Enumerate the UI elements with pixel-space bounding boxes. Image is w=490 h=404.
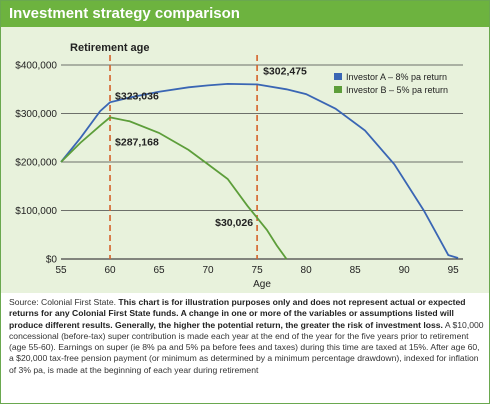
chart-caption: Source: Colonial First State. This chart… xyxy=(9,297,485,376)
y-tick-label: $400,000 xyxy=(15,61,57,72)
data-annotation: $30,026 xyxy=(215,217,253,229)
x-tick-label: 60 xyxy=(104,265,116,276)
x-tick-label: 65 xyxy=(153,265,165,276)
chart-title: Investment strategy comparison xyxy=(1,1,489,27)
x-tick-label: 95 xyxy=(448,265,460,276)
x-tick-label: 55 xyxy=(55,265,67,276)
x-tick-label: 80 xyxy=(301,265,313,276)
legend-label: Investor A – 8% pa return xyxy=(346,72,447,82)
y-tick-label: $300,000 xyxy=(15,109,57,120)
series-line-investor-b xyxy=(60,116,288,260)
series-line-investor-a xyxy=(60,82,459,259)
y-tick-label: $100,000 xyxy=(15,206,57,217)
caption-source: Source: Colonial First State. xyxy=(9,297,119,307)
chart-panel: $0 $100,000 $200,000 $300,000 $400,000 55 60 65… xyxy=(1,27,489,293)
data-annotation: $287,168 xyxy=(115,136,159,148)
y-tick-label: $200,000 xyxy=(15,158,57,169)
legend-swatch xyxy=(334,86,342,93)
legend-swatch xyxy=(334,73,342,80)
data-annotation: $323,036 xyxy=(115,90,159,102)
retirement-age-label: Retirement age xyxy=(70,42,149,54)
x-tick-label: 90 xyxy=(399,265,411,276)
x-axis-label: Age xyxy=(253,279,271,290)
caption-details: A $10,000 concessional (before-tax) supe… xyxy=(9,319,484,375)
x-tick-label: 70 xyxy=(203,265,215,276)
y-tick-label: $0 xyxy=(46,255,58,266)
data-annotation: $302,475 xyxy=(263,65,307,77)
legend-label: Investor B – 5% pa return xyxy=(346,85,448,95)
line-chart: $0 $100,000 $200,000 $300,000 $400,000 55 60 65… xyxy=(15,42,463,290)
x-tick-label: 85 xyxy=(350,265,362,276)
caption-disclaimer: This chart is for illustration purposes … xyxy=(9,297,466,330)
x-tick-label: 75 xyxy=(252,265,264,276)
